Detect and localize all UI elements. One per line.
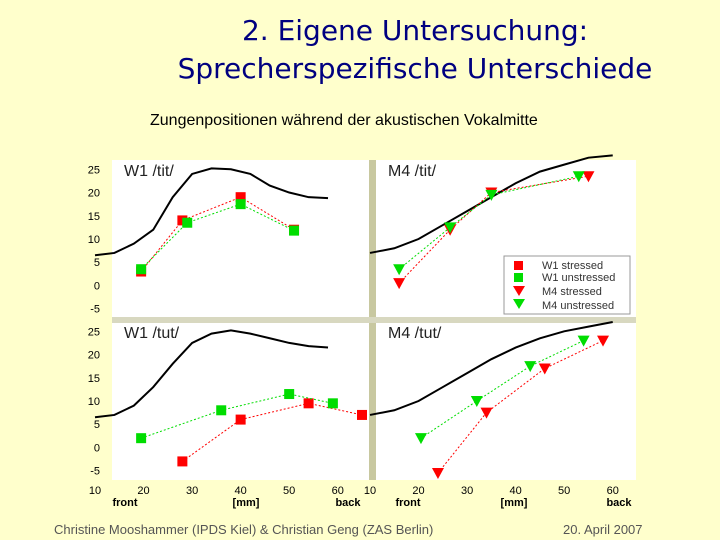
data-point-w1-tut-stressed [357,409,367,420]
data-point-m4-tut-unstressed [577,335,590,347]
x-tick-label: 20 [137,485,149,497]
legend-marker-w1-stressed [514,261,523,270]
x-tick-label: 10 [364,485,376,497]
x-label-back-right: back [606,497,632,509]
data-point-w1-tut-stressed [303,398,314,409]
panel-bg-w1-tit [112,160,370,318]
y-tick-label: 0 [94,280,100,292]
data-point-m4-tit-unstressed [572,171,585,183]
tongue-contour-w1-tit [94,167,329,257]
footer-authors: Christine Mooshammer (IPDS Kiel) & Chris… [54,522,434,537]
data-point-w1-tut-stressed [235,414,246,425]
slide-title-line-1: 2. Eigene Untersuchung: [241,14,589,47]
data-point-m4-tit-stressed [582,171,595,183]
data-point-m4-tut-stressed [597,335,610,347]
x-tick-label: 50 [558,485,570,497]
y-tick-label: -5 [90,304,100,316]
x-label-mm-right: [mm] [501,497,528,509]
y-tick-label: 25 [88,326,100,338]
legend-label-w1-unstressed: W1 unstressed [542,272,615,284]
data-point-m4-tut-stressed [480,407,493,419]
series-line-w1-tit-stressed [140,196,295,272]
y-tick-label: 0 [94,442,100,454]
series-line-w1-tut-stressed [182,402,363,462]
data-point-m4-tut-stressed [431,468,444,480]
x-tick-label: 50 [283,485,295,497]
panel-separator-horizontal [112,317,636,323]
data-point-w1-tit-stressed [235,192,246,203]
data-point-m4-tut-unstressed [470,396,483,407]
legend-label-m4-unstressed: M4 unstressed [542,300,614,312]
x-label-front-left: front [112,497,137,509]
y-tick-label: 15 [88,211,100,223]
data-point-w1-tut-unstressed [284,389,295,400]
y-tick-label: 10 [88,396,100,408]
footer-date: 20. April 2007 [563,522,643,537]
data-point-w1-tut-unstressed [216,405,227,416]
data-point-w1-tut-unstressed [136,433,147,444]
x-tick-label: 60 [332,485,344,497]
y-tick-label: 20 [88,188,100,200]
data-point-w1-tut-unstressed [327,398,338,409]
panel-title-w1-tit: W1 /tit/ [124,163,174,180]
y-tick-label: -5 [90,466,100,478]
y-tick-label: 20 [88,350,100,362]
data-point-m4-tit-unstressed [444,222,457,234]
series-line-m4-tut-unstressed [420,340,584,439]
data-point-w1-tit-unstressed [235,199,246,210]
x-label-mm-left: [mm] [233,497,260,509]
tongue-contour-w1-tut [94,329,329,419]
legend-marker-m4-unstressed [513,299,525,309]
slide-subtitle: Zungenpositionen während der akustischen… [150,112,538,129]
data-point-m4-tut-unstressed [414,433,427,445]
data-point-m4-tit-unstressed [485,189,498,201]
data-point-m4-tut-unstressed [524,361,537,373]
data-point-m4-tit-unstressed [393,264,406,276]
legend-box [503,255,631,315]
panel-title-m4-tit: M4 /tit/ [388,163,437,180]
x-tick-label: 40 [235,485,247,497]
x-label-back-left: back [335,497,361,509]
panel-bg-m4-tut [376,322,636,480]
y-tick-label: 25 [88,164,100,176]
legend-label-w1-stressed: W1 stressed [542,260,603,272]
data-point-w1-tut-stressed [177,456,188,467]
x-tick-label: 40 [510,485,522,497]
slide-title-line-2: Sprecherspezifische Unterschiede [177,52,653,85]
series-line-m4-tit-unstressed [398,175,579,270]
y-tick-label: 10 [88,234,100,246]
x-label-front-right: front [395,497,420,509]
data-point-w1-tit-unstressed [182,217,193,228]
data-point-w1-tit-unstressed [136,264,147,275]
y-tick-label: 5 [94,257,100,269]
series-line-w1-tit-unstressed [140,203,295,270]
y-tick-label: 15 [88,373,100,385]
data-point-m4-tut-stressed [538,363,551,375]
legend-label-m4-stressed: M4 stressed [542,286,602,298]
legend-marker-w1-unstressed [514,273,523,282]
legend-marker-m4-stressed [513,286,525,296]
panel-title-w1-tut: W1 /tut/ [124,325,180,342]
legend: W1 stressed W1 unstressed M4 stressed M4… [503,255,631,315]
x-tick-label: 30 [186,485,198,497]
series-line-w1-tut-unstressed [140,393,333,439]
panel-title-m4-tut: M4 /tut/ [388,325,442,342]
x-tick-label: 20 [412,485,424,497]
tongue-contour-m4-tut [369,321,613,416]
x-tick-label: 60 [607,485,619,497]
x-tick-label: 30 [461,485,473,497]
x-tick-label: 10 [89,485,101,497]
data-point-w1-tit-unstressed [289,225,300,236]
y-tick-label: 5 [94,419,100,431]
data-point-m4-tit-stressed [393,278,406,290]
